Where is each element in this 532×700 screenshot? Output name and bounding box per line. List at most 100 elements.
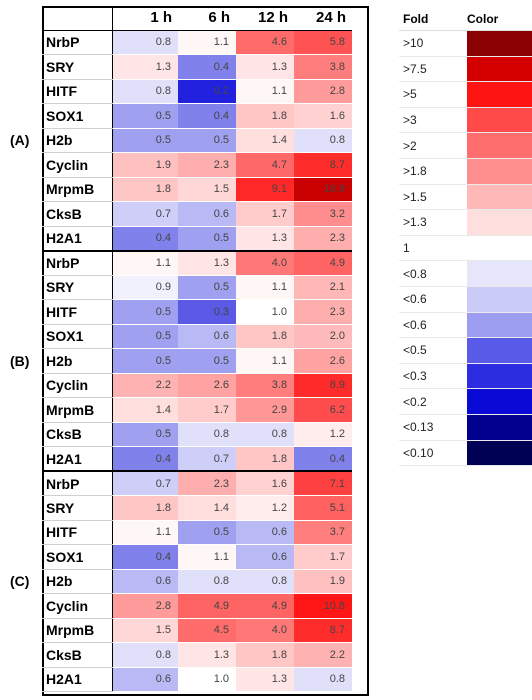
legend-row: 1 bbox=[399, 235, 532, 262]
legend-label: >10 bbox=[403, 36, 424, 51]
heat-cell: 1.5 bbox=[178, 177, 236, 202]
legend-row: <0.10 bbox=[399, 440, 532, 467]
heat-cell: 1.7 bbox=[178, 397, 236, 423]
heat-cell: 0.3 bbox=[178, 299, 236, 325]
legend-label: <0.3 bbox=[403, 369, 427, 384]
heat-cell: 2.3 bbox=[178, 152, 236, 178]
panel-label: (C) bbox=[10, 573, 30, 590]
legend-row: >3 bbox=[399, 107, 532, 134]
table-row: SRY 1.8 1.4 1.2 5.1 bbox=[42, 495, 352, 521]
legend-swatch bbox=[467, 389, 532, 414]
heat-cell: 2.2 bbox=[294, 642, 352, 668]
gene-label: Cyclin bbox=[42, 373, 113, 398]
heat-cell: 1.8 bbox=[112, 495, 178, 521]
heat-cell: 4.7 bbox=[236, 152, 294, 178]
legend-row: <0.5 bbox=[399, 338, 532, 364]
legend-row: <0.8 bbox=[399, 261, 532, 287]
heat-cell: 4.6 bbox=[236, 30, 294, 55]
legend-row: >2 bbox=[399, 133, 532, 159]
table-row: Cyclin 1.9 2.3 4.7 8.7 bbox=[42, 152, 352, 178]
heat-cell: 3.8 bbox=[294, 54, 352, 80]
table-row: MrpmB 1.8 1.5 9.1 16.9 bbox=[42, 177, 352, 202]
heat-cell: 0.7 bbox=[112, 201, 178, 227]
gene-label: CksB bbox=[42, 201, 113, 227]
table-row: HITF 0.5 0.3 1.0 2.3 bbox=[42, 299, 352, 325]
gene-label: NrbP bbox=[42, 30, 113, 55]
gene-label: NrbP bbox=[42, 470, 113, 496]
heat-cell: 0.5 bbox=[112, 348, 178, 374]
heat-cell: 2.2 bbox=[112, 373, 178, 398]
heat-cell: 0.6 bbox=[178, 201, 236, 227]
legend-row: <0.6 bbox=[399, 312, 532, 339]
heat-cell: 1.3 bbox=[236, 667, 294, 692]
table-row: H2b 0.6 0.8 0.8 1.9 bbox=[42, 569, 352, 594]
heat-cell: 1.6 bbox=[236, 470, 294, 496]
legend-label: >3 bbox=[403, 113, 417, 128]
heat-cell: 0.9 bbox=[112, 275, 178, 300]
legend-swatch bbox=[467, 210, 532, 235]
panel-label: (A) bbox=[10, 132, 30, 149]
heat-cell: 1.1 bbox=[178, 30, 236, 55]
table-row: SRY 0.9 0.5 1.1 2.1 bbox=[42, 275, 352, 300]
legend-row: >5 bbox=[399, 82, 532, 108]
heat-cell: 5.1 bbox=[294, 495, 352, 521]
legend-label: >5 bbox=[403, 87, 417, 102]
legend-header-color: Color bbox=[467, 12, 499, 26]
heat-cell: 3.8 bbox=[236, 373, 294, 398]
gene-label: HITF bbox=[42, 520, 113, 545]
heat-cell: 0.7 bbox=[112, 470, 178, 496]
heat-cell: 0.6 bbox=[236, 520, 294, 545]
table-row: MrpmB 1.4 1.7 2.9 6.2 bbox=[42, 397, 352, 423]
heat-cell: 1.5 bbox=[112, 618, 178, 643]
heat-cell: 1.3 bbox=[112, 54, 178, 80]
heat-cell: 1.1 bbox=[178, 544, 236, 570]
heat-cell: 1.9 bbox=[112, 152, 178, 178]
gene-label: SRY bbox=[42, 495, 113, 521]
heat-cell: 1.9 bbox=[294, 569, 352, 594]
legend-row: <0.6 bbox=[399, 286, 532, 313]
heat-cell: 0.4 bbox=[178, 54, 236, 80]
gene-label: H2A1 bbox=[42, 226, 113, 251]
heat-cell: 0.6 bbox=[112, 667, 178, 692]
gene-label: HITF bbox=[42, 79, 113, 104]
gene-label: MrpmB bbox=[42, 397, 113, 423]
legend-swatch bbox=[467, 414, 532, 440]
heat-cell: 4.9 bbox=[236, 593, 294, 619]
heat-cell: 1.8 bbox=[236, 642, 294, 668]
heat-cell: 5.8 bbox=[294, 30, 352, 55]
heat-cell: 16.9 bbox=[294, 177, 352, 202]
table-row: H2b 0.5 0.5 1.1 2.6 bbox=[42, 348, 352, 374]
table-row: CksB 0.7 0.6 1.7 3.2 bbox=[42, 201, 352, 227]
heat-cell: 8.7 bbox=[294, 152, 352, 178]
heat-cell: 0.5 bbox=[178, 128, 236, 153]
heat-cell: 1.1 bbox=[236, 348, 294, 374]
heat-cell: 1.4 bbox=[178, 495, 236, 521]
legend-swatch bbox=[467, 286, 532, 312]
table-row: SOX1 0.4 1.1 0.6 1.7 bbox=[42, 544, 352, 570]
heat-cell: 0.4 bbox=[112, 226, 178, 251]
legend-label: >1.5 bbox=[403, 189, 427, 204]
legend-label: <0.2 bbox=[403, 394, 427, 409]
legend-label: >2 bbox=[403, 138, 417, 153]
legend-label: <0.6 bbox=[403, 317, 427, 332]
legend-swatch bbox=[467, 56, 532, 82]
heat-cell: 0.4 bbox=[294, 446, 352, 472]
heat-cell: 0.4 bbox=[178, 103, 236, 129]
heat-cell: 2.6 bbox=[294, 348, 352, 374]
heat-cell: 7.1 bbox=[294, 470, 352, 496]
table-row: H2b 0.5 0.5 1.4 0.8 bbox=[42, 128, 352, 153]
gene-label: H2b bbox=[42, 348, 113, 374]
gene-label: SRY bbox=[42, 275, 113, 300]
legend-row: >1.8 bbox=[399, 158, 532, 185]
corner-cell bbox=[42, 6, 113, 31]
table-row: NrbP 0.8 1.1 4.6 5.8 bbox=[42, 30, 352, 55]
heat-cell: 0.8 bbox=[112, 79, 178, 104]
table-row: SOX1 0.5 0.6 1.8 2.0 bbox=[42, 324, 352, 349]
legend-label: 1 bbox=[403, 241, 410, 256]
heat-cell: 0.2 bbox=[178, 79, 236, 104]
heat-cell: 0.5 bbox=[178, 520, 236, 545]
heat-cell: 2.3 bbox=[294, 299, 352, 325]
heat-cell: 0.5 bbox=[112, 128, 178, 153]
